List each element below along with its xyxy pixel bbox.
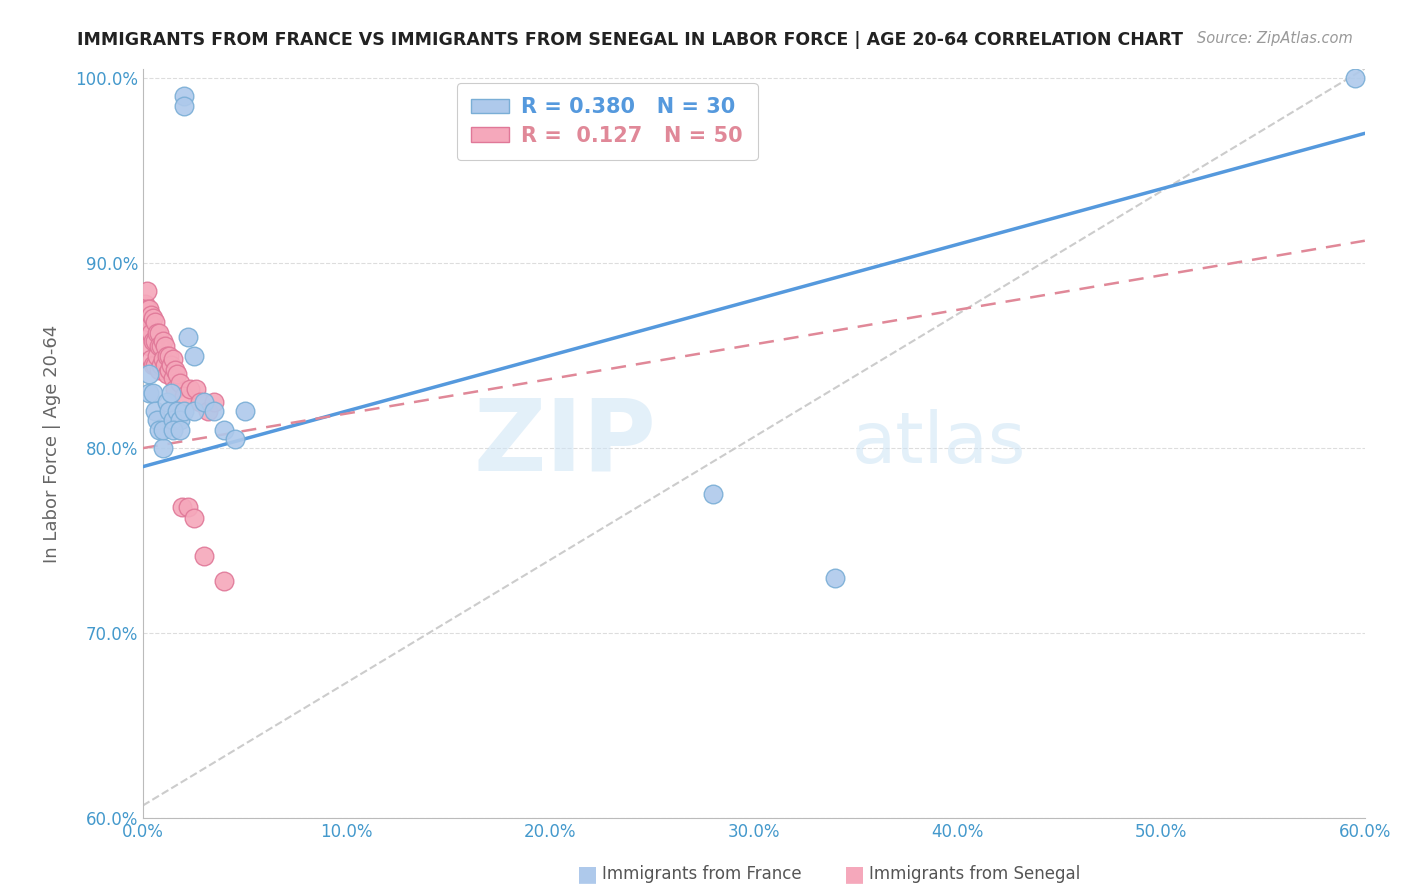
Point — [143, 404, 166, 418]
Point — [143, 315, 166, 329]
Point — [136, 284, 159, 298]
Point — [173, 98, 195, 112]
Point — [136, 326, 159, 341]
Point — [157, 363, 180, 377]
Point — [142, 334, 165, 348]
Point — [146, 413, 169, 427]
Point — [146, 326, 169, 341]
Text: ZIP: ZIP — [474, 395, 657, 492]
Point — [152, 441, 174, 455]
Point — [134, 296, 156, 310]
Point — [138, 315, 160, 329]
Point — [166, 367, 188, 381]
Text: ■: ■ — [844, 864, 865, 884]
Y-axis label: In Labor Force | Age 20-64: In Labor Force | Age 20-64 — [44, 325, 60, 563]
Point — [155, 358, 177, 372]
Point — [160, 385, 183, 400]
Point — [142, 358, 165, 372]
Point — [197, 404, 219, 418]
Point — [202, 394, 225, 409]
Point — [224, 432, 246, 446]
Point — [152, 334, 174, 348]
Point — [173, 89, 195, 103]
Point — [824, 571, 846, 585]
Point — [148, 326, 170, 341]
Legend: R = 0.380   N = 30, R =  0.127   N = 50: R = 0.380 N = 30, R = 0.127 N = 50 — [457, 83, 758, 161]
Text: atlas: atlas — [852, 409, 1026, 478]
Point — [1343, 70, 1365, 85]
Point — [162, 423, 184, 437]
Point — [143, 358, 166, 372]
Point — [176, 500, 198, 515]
Point — [162, 413, 184, 427]
Point — [150, 358, 173, 372]
Point — [702, 487, 724, 501]
Point — [193, 549, 215, 563]
Point — [162, 370, 184, 384]
Point — [156, 367, 179, 381]
Point — [188, 394, 211, 409]
Text: Immigrants from France: Immigrants from France — [602, 865, 801, 883]
Point — [150, 339, 173, 353]
Point — [156, 349, 179, 363]
Point — [146, 349, 169, 363]
Point — [143, 334, 166, 348]
Point — [162, 352, 184, 367]
Point — [166, 404, 188, 418]
Point — [136, 302, 159, 317]
Point — [138, 339, 160, 353]
Point — [139, 352, 162, 367]
Point — [160, 358, 183, 372]
Point — [183, 404, 205, 418]
Point — [169, 376, 191, 391]
Point — [152, 352, 174, 367]
Text: ■: ■ — [576, 864, 598, 884]
Text: Immigrants from Senegal: Immigrants from Senegal — [869, 865, 1080, 883]
Point — [156, 394, 179, 409]
Point — [139, 326, 162, 341]
Text: Source: ZipAtlas.com: Source: ZipAtlas.com — [1197, 31, 1353, 46]
Point — [169, 423, 191, 437]
Point — [148, 423, 170, 437]
Point — [165, 382, 187, 396]
Point — [169, 413, 191, 427]
Point — [183, 349, 205, 363]
Point — [184, 382, 207, 396]
Point — [157, 349, 180, 363]
Point — [148, 339, 170, 353]
Point — [173, 404, 195, 418]
Point — [138, 385, 160, 400]
Point — [214, 423, 236, 437]
Point — [139, 308, 162, 322]
Point — [176, 330, 198, 344]
Text: IMMIGRANTS FROM FRANCE VS IMMIGRANTS FROM SENEGAL IN LABOR FORCE | AGE 20-64 COR: IMMIGRANTS FROM FRANCE VS IMMIGRANTS FRO… — [77, 31, 1184, 49]
Point — [183, 511, 205, 525]
Point — [155, 339, 177, 353]
Point — [214, 574, 236, 589]
Point — [138, 367, 160, 381]
Point — [233, 404, 256, 418]
Point — [202, 404, 225, 418]
Point — [148, 363, 170, 377]
Point — [193, 394, 215, 409]
Point — [157, 404, 180, 418]
Point — [179, 382, 201, 396]
Point — [170, 500, 193, 515]
Point — [142, 311, 165, 326]
Point — [165, 363, 187, 377]
Point — [138, 302, 160, 317]
Point — [173, 389, 195, 403]
Point — [134, 320, 156, 334]
Point — [152, 423, 174, 437]
Point — [142, 385, 165, 400]
